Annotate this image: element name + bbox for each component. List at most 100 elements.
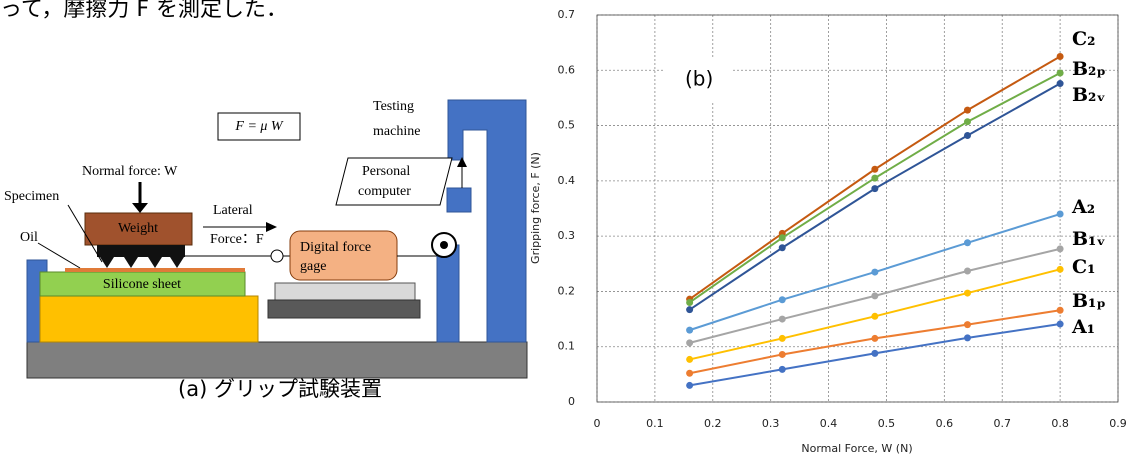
x-tick-label: 0.9 [1109,417,1127,430]
y-tick-label: 0.5 [558,119,576,132]
header-text: って，摩擦力 F を測定した． [0,0,288,22]
label: Lateral [213,203,253,218]
data-point [964,107,971,114]
data-point [871,175,878,182]
y-tick-label: 0.2 [558,284,576,297]
series-label: B₂ᵥ [1072,84,1106,106]
series-label: C₂ [1072,28,1095,50]
series-label: C₁ [1072,256,1095,278]
platform-base [268,300,420,318]
data-point [1057,245,1064,252]
hook [271,250,283,262]
label: Testing [373,99,414,114]
x-tick-label: 0.2 [704,417,722,430]
x-tick-label: 0 [594,417,601,430]
pulley-stand [437,245,459,342]
data-point [1057,53,1064,60]
data-point [1057,266,1064,273]
label: Normal force: W [82,164,178,179]
data-point [964,118,971,125]
figure: って，摩擦力 F を測定した． F = μ W Testing [0,0,1134,458]
x-tick-label: 0.5 [878,417,896,430]
series-line [690,84,1060,310]
data-point [1057,70,1064,77]
label: Oil [20,230,38,245]
caption: (a) グリップ試験装置 [178,377,382,401]
data-point [871,292,878,299]
arrow-head [266,222,277,232]
data-point [871,313,878,320]
series-label: A₂ [1071,196,1095,218]
data-point [964,321,971,328]
data-point [686,356,693,363]
x-tick-label: 0.3 [762,417,780,430]
data-point [871,350,878,357]
apparatus-diagram: F = μ W Testing machine Normal force: W … [4,99,527,401]
data-point [779,296,786,303]
series-label: B₁ₚ [1072,290,1106,312]
data-point [871,269,878,276]
label: Digital force [300,240,371,255]
y-tick-label: 0.1 [558,340,576,353]
series-label: B₂ₚ [1072,58,1106,80]
crosshead [447,188,471,212]
formula: F = μ W [234,119,284,134]
series-label: B₁ᵥ [1072,228,1106,250]
pulley-axle [440,241,448,249]
y-tick-label: 0.4 [558,174,576,187]
y-tick-label: 0.3 [558,229,576,242]
data-point [779,234,786,241]
data-point [964,239,971,246]
data-point [779,351,786,358]
y-tick-label: 0.7 [558,8,576,21]
data-point [686,382,693,389]
data-point [779,335,786,342]
data-point [686,306,693,313]
base [27,342,527,378]
x-tick-label: 0.8 [1051,417,1069,430]
x-axis-title: Normal Force, W (N) [801,442,912,455]
label: Specimen [4,189,59,204]
label: machine [373,124,420,139]
data-point [686,299,693,306]
page: って，摩擦力 F を測定した． F = μ W Testing [0,0,1134,458]
data-point [686,327,693,334]
label: Weight [118,221,158,236]
stage [40,296,258,342]
label: Force：F [210,232,264,247]
data-point [779,316,786,323]
label: computer [358,184,411,199]
x-tick-label: 0.4 [820,417,838,430]
data-point [1057,211,1064,218]
oil-layer [65,268,245,272]
data-point [1057,321,1064,328]
x-tick-label: 0.1 [646,417,664,430]
data-point [871,166,878,173]
platform [275,283,415,300]
annotation: (b) [685,67,713,91]
data-point [1057,307,1064,314]
data-point [686,370,693,377]
data-point [964,334,971,341]
label: Silicone sheet [103,277,181,292]
x-tick-label: 0.7 [993,417,1011,430]
label: gage [300,259,326,274]
y-tick-label: 0 [568,395,575,408]
specimen-teeth [100,257,184,268]
y-tick-label: 0.6 [558,63,576,76]
series-label: A₁ [1071,316,1095,338]
y-axis-title: Gripping force, F (N) [529,152,542,264]
data-point [1057,80,1064,87]
testing-machine [448,100,526,342]
data-point [964,267,971,274]
x-tick-label: 0.6 [936,417,954,430]
data-point [686,339,693,346]
arrow-head [132,203,148,213]
specimen [97,245,185,257]
data-point [964,290,971,297]
data-point [779,244,786,251]
data-point [871,185,878,192]
data-point [964,132,971,139]
data-point [779,366,786,373]
label: Personal [362,164,410,179]
